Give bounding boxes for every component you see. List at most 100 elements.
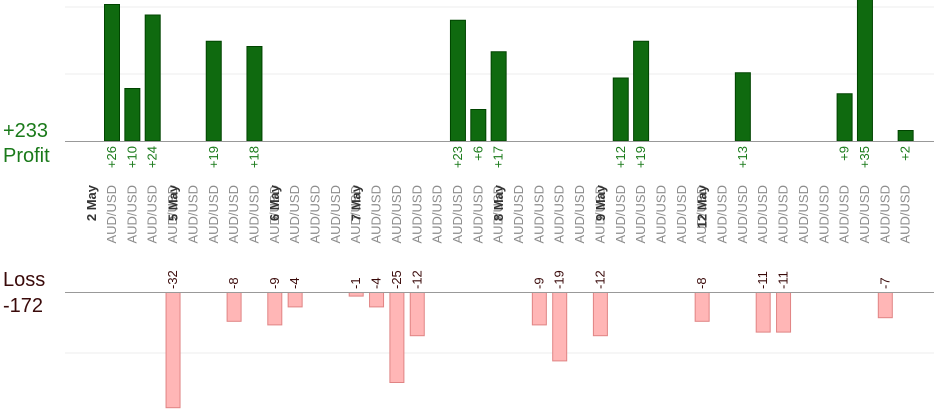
category-label: AUD/USD <box>653 185 668 244</box>
category-label: AUD/USD <box>104 185 119 244</box>
category-label: AUD/USD <box>572 185 587 244</box>
loss-value-label: -8 <box>226 277 241 289</box>
loss-value-label: -32 <box>165 270 180 289</box>
profit-value-label: +2 <box>898 146 913 161</box>
loss-bar <box>369 292 385 308</box>
profit-value-label: +18 <box>246 146 261 168</box>
loss-value-label: -9 <box>531 277 546 289</box>
category-label: AUD/USD <box>369 185 384 244</box>
profit-value-label: +13 <box>735 146 750 168</box>
category-label: AUD/USD <box>409 185 424 244</box>
loss-bars <box>165 292 893 409</box>
profit-value-label: +10 <box>124 146 139 168</box>
category-label: AUD/USD <box>348 185 363 244</box>
date-label: 8 May <box>491 184 506 221</box>
date-label: 9 May <box>593 184 608 221</box>
loss-value-label: -19 <box>552 270 567 289</box>
profit-bar <box>633 40 650 142</box>
category-label: AUD/USD <box>592 185 607 244</box>
loss-value-label: -9 <box>267 277 282 289</box>
date-label: 5 May <box>165 184 180 221</box>
profit-bar <box>856 0 873 142</box>
profit-bar <box>836 93 853 142</box>
category-label: AUD/USD <box>796 185 811 244</box>
loss-bar <box>409 292 425 337</box>
category-label: AUD/USD <box>857 185 872 244</box>
loss-bar <box>552 292 568 362</box>
category-label: AUD/USD <box>694 185 709 244</box>
loss-bar <box>226 292 242 322</box>
loss-bar <box>348 292 364 297</box>
profit-bar <box>734 72 751 142</box>
date-label: 7 May <box>349 184 364 221</box>
category-label: AUD/USD <box>389 185 404 244</box>
profit-value-label: +17 <box>491 146 506 168</box>
loss-value-label: -4 <box>369 277 384 289</box>
profit-bar <box>205 40 222 142</box>
category-label: AUD/USD <box>267 185 282 244</box>
category-label: AUD/USD <box>430 185 445 244</box>
loss-value-label: -8 <box>694 277 709 289</box>
profit-value-label: +9 <box>837 146 852 161</box>
loss-bar <box>755 292 771 333</box>
category-label: AUD/USD <box>613 185 628 244</box>
category-label: AUD/USD <box>470 185 485 244</box>
category-label: AUD/USD <box>898 185 913 244</box>
loss-bar <box>165 292 181 409</box>
profit-bar <box>897 130 914 142</box>
category-label: AUD/USD <box>755 185 770 244</box>
loss-bar <box>287 292 303 308</box>
category-label: AUD/USD <box>552 185 567 244</box>
category-label: AUD/USD <box>491 185 506 244</box>
date-label: 6 May <box>267 184 282 221</box>
category-label: AUD/USD <box>165 185 180 244</box>
profit-value-label: +12 <box>613 146 628 168</box>
loss-value-label: -12 <box>592 270 607 289</box>
category-label: AUD/USD <box>328 185 343 244</box>
profit-value-label: +19 <box>206 146 221 168</box>
category-label: AUD/USD <box>735 185 750 244</box>
category-label: AUD/USD <box>185 185 200 244</box>
category-label: AUD/USD <box>308 185 323 244</box>
category-label: AUD/USD <box>287 185 302 244</box>
category-label: AUD/USD <box>633 185 648 244</box>
loss-bar <box>592 292 608 337</box>
profit-bar <box>470 109 487 142</box>
category-label: AUD/USD <box>145 185 160 244</box>
profit-value-label: +24 <box>145 146 160 168</box>
profit-value-label: +23 <box>450 146 465 168</box>
category-label: AUD/USD <box>511 185 526 244</box>
loss-bar <box>531 292 547 326</box>
profit-value-label: +26 <box>104 146 119 168</box>
category-label: AUD/USD <box>776 185 791 244</box>
category-label: AUD/USD <box>877 185 892 244</box>
loss-value-label: -12 <box>409 270 424 289</box>
category-label: AUD/USD <box>531 185 546 244</box>
loss-bar <box>267 292 283 326</box>
loss-bar <box>776 292 792 333</box>
category-label: AUD/USD <box>450 185 465 244</box>
category-label: AUD/USD <box>124 185 139 244</box>
labels: +26 AUD/USD 2 May +10 AUD/USD +24 AUD/USD -32 AU… <box>84 146 913 289</box>
loss-value-label: -7 <box>877 277 892 289</box>
loss-total: -172 <box>3 295 44 317</box>
loss-bar <box>389 292 405 383</box>
category-label: AUD/USD <box>837 185 852 244</box>
profit-bar <box>104 4 120 142</box>
profit-value-label: +19 <box>633 146 648 168</box>
profit-bar <box>124 88 141 142</box>
category-label: AUD/USD <box>816 185 831 244</box>
profit-bar <box>144 14 161 142</box>
loss-value-label: -11 <box>776 271 791 289</box>
profit-value-label: +6 <box>470 146 485 161</box>
loss-value-label: -25 <box>389 270 404 289</box>
category-label: AUD/USD <box>206 185 221 244</box>
loss-bar <box>694 292 710 322</box>
profit-value-label: +35 <box>857 146 872 168</box>
date-label: 12 May <box>695 184 710 228</box>
profit-total: +233 <box>3 120 49 142</box>
category-label: AUD/USD <box>246 185 261 244</box>
loss-value-label: -11 <box>755 271 770 289</box>
profit-bar <box>246 46 263 142</box>
